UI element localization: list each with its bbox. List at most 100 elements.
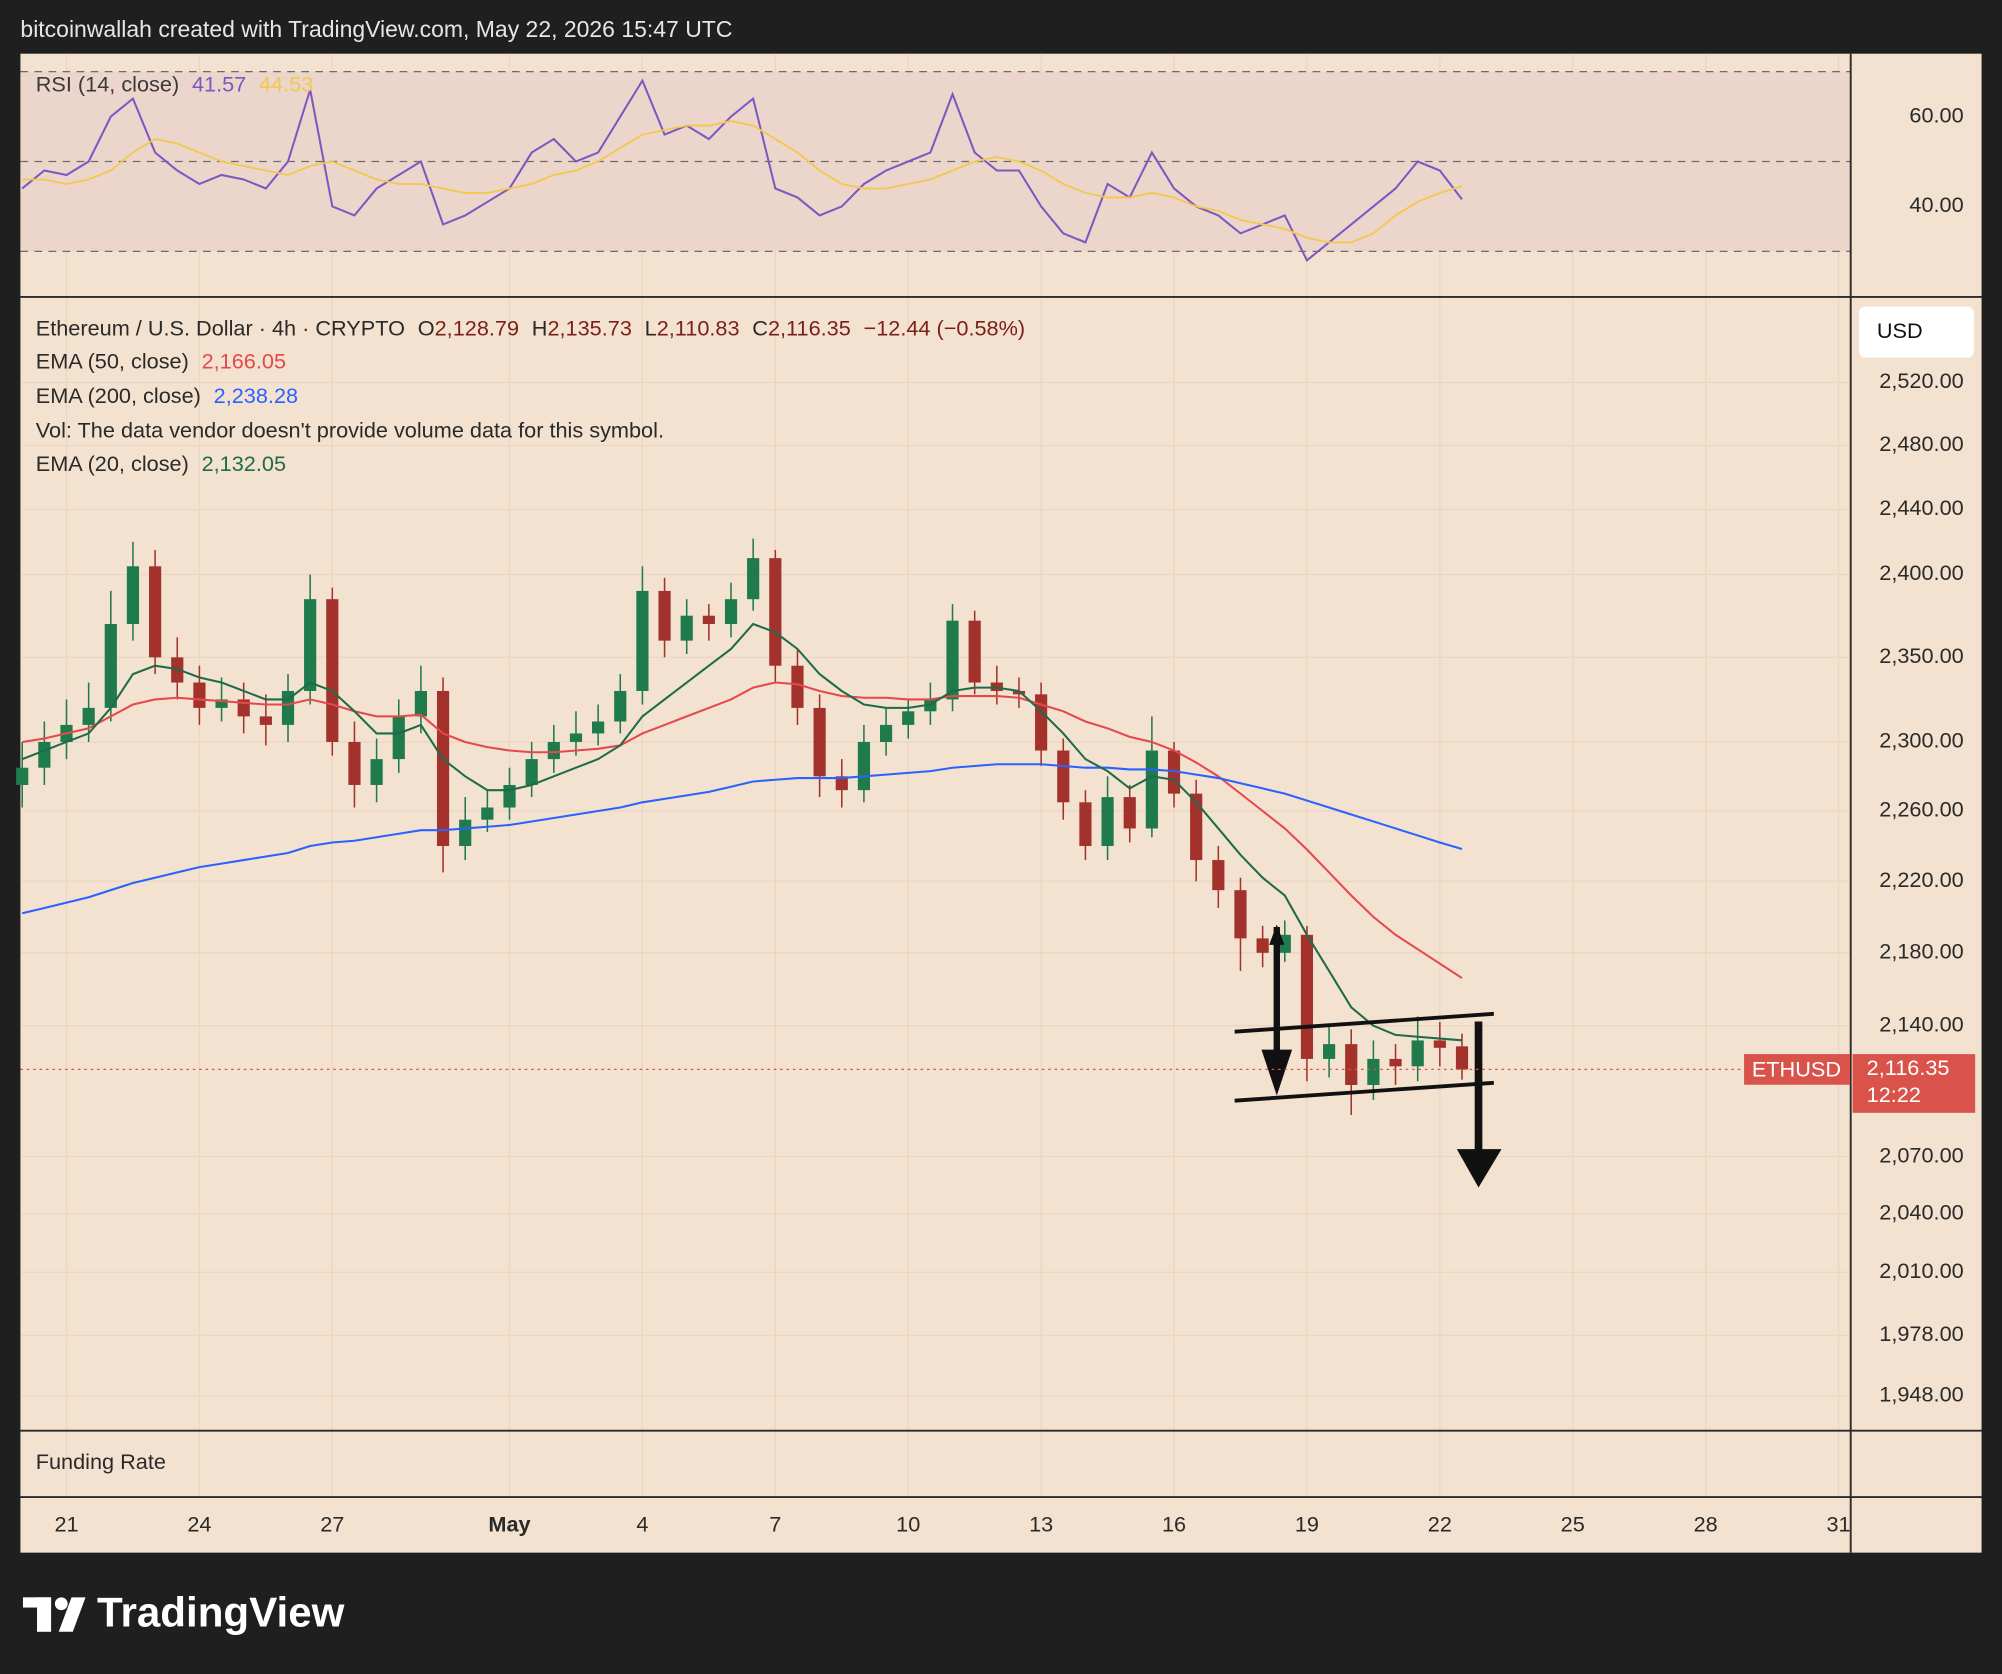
candle-body — [1012, 690, 1026, 695]
chart-panel — [20, 53, 1982, 1553]
candle-body — [747, 558, 760, 600]
ema-legend-value: 2,166.05 — [202, 348, 286, 373]
symbol-tag-text: ETHUSD — [1752, 1056, 1841, 1081]
rsi-legend: RSI (14, close) 41.57 44.53 — [36, 71, 314, 96]
candle-body — [1367, 1058, 1380, 1085]
target-arrow-head — [1456, 1149, 1502, 1188]
ohlc-l-value: 2,110.83 — [657, 315, 740, 340]
y-tick-label: 2,070.00 — [1879, 1142, 1963, 1167]
candle-body — [569, 733, 583, 742]
candle-body — [1079, 802, 1092, 846]
countdown-text: 12:22 — [1867, 1082, 1921, 1107]
rsi-line — [21, 78, 1463, 262]
flagpole-arrow-top — [1269, 924, 1285, 945]
grid-layer — [20, 53, 1851, 1497]
x-tick-label: 19 — [1295, 1512, 1319, 1537]
y-tick-label: 2,440.00 — [1879, 495, 1963, 520]
y-tick-label: 2,010.00 — [1879, 1258, 1963, 1283]
candle-body — [1145, 750, 1158, 829]
candle-body — [902, 711, 915, 725]
candle-body — [1389, 1058, 1402, 1067]
data-layer — [16, 78, 1469, 1115]
symbol-title: Ethereum / U.S. Dollar · 4h · CRYPTO — [36, 315, 405, 340]
candle-body — [1212, 860, 1225, 891]
ohlc-c-value: 2,116.35 — [768, 315, 851, 340]
candle-body — [104, 623, 117, 708]
candle-body — [392, 716, 405, 760]
y-tick-label: 2,040.00 — [1879, 1200, 1963, 1225]
y-tick-label: 1,948.00 — [1879, 1381, 1963, 1406]
candle-body — [348, 741, 361, 785]
funding-rate-label: Funding Rate — [36, 1449, 166, 1474]
candle-body — [193, 682, 206, 708]
y-tick-label: 2,350.00 — [1879, 643, 1963, 668]
ema-line — [21, 622, 1463, 1042]
logo-shape — [37, 1597, 52, 1632]
ema-legend-row: EMA (200, close) 2,238.28 — [36, 383, 298, 408]
currency-label[interactable]: USD — [1877, 318, 1923, 343]
last-price-tag — [1852, 1054, 1976, 1113]
candle-body — [1411, 1040, 1424, 1067]
x-tick-label: 22 — [1428, 1512, 1452, 1537]
ema-legend-name: EMA (20, close) — [36, 451, 189, 476]
candle-body — [370, 759, 383, 785]
candle-body — [1234, 890, 1247, 939]
candle-body — [769, 558, 782, 666]
x-tick-label: 16 — [1162, 1512, 1186, 1537]
y-tick-label: 2,260.00 — [1879, 797, 1963, 822]
y-tick-label: 2,300.00 — [1879, 728, 1963, 753]
x-tick-label: 31 — [1826, 1512, 1850, 1537]
candle-body — [658, 590, 671, 641]
logo-icon — [22, 1597, 86, 1632]
rsi-line — [22, 120, 1463, 244]
candle-body — [724, 599, 738, 624]
ema-legend-row: EMA (50, close) 2,166.05 — [36, 348, 286, 373]
y-tick-label: 40.00 — [1909, 192, 1963, 217]
candle-body — [879, 724, 893, 742]
ohlc-o-label: O — [418, 315, 435, 340]
rsi-label: RSI (14, close) — [36, 71, 179, 96]
candle-body — [149, 566, 162, 658]
logo-text: TradingView — [97, 1588, 345, 1635]
y-tick-label: 1,978.00 — [1879, 1321, 1963, 1346]
flag-lower-line — [1234, 1080, 1494, 1103]
x-tick-label: May — [488, 1512, 530, 1537]
candle-body — [968, 620, 981, 683]
ema-line — [21, 763, 1463, 915]
symbol-price-tag — [1744, 1054, 1851, 1085]
candle-body — [946, 620, 959, 700]
candle-body — [82, 707, 95, 725]
y-tick-label: 2,180.00 — [1879, 939, 1963, 964]
ema-legend-row: EMA (20, close) 2,132.05 — [36, 451, 286, 476]
symbol-legend: Ethereum / U.S. Dollar · 4h · CRYPTO O 2,1… — [36, 315, 1025, 340]
ema-legend-value: 2,238.28 — [214, 383, 298, 408]
candle-body — [1101, 797, 1114, 846]
candle-body — [1256, 938, 1269, 953]
y-tick-label: 2,480.00 — [1879, 431, 1963, 456]
candle-body — [813, 707, 826, 777]
candle-body — [38, 741, 51, 768]
rsi-ma-value: 44.53 — [259, 71, 313, 96]
ohlc-h-label: H — [532, 315, 548, 340]
candle-body — [614, 690, 627, 722]
y-tick-label: 2,400.00 — [1879, 560, 1963, 585]
x-tick-label: 28 — [1694, 1512, 1718, 1537]
x-tick-label: 7 — [769, 1512, 781, 1537]
price-change: −12.44 (−0.58%) — [864, 315, 1026, 340]
x-tick-label: 25 — [1561, 1512, 1585, 1537]
ema-legend-name: EMA (50, close) — [36, 348, 189, 373]
candle-body — [1345, 1044, 1358, 1085]
candle-body — [259, 716, 272, 725]
y-tick-label: 2,220.00 — [1879, 867, 1963, 892]
x-tick-label: 4 — [636, 1512, 648, 1537]
candle-body — [1057, 750, 1070, 803]
candle-body — [481, 807, 494, 820]
logo-shape — [58, 1597, 86, 1632]
currency-button[interactable] — [1859, 306, 1974, 358]
x-tick-label: 10 — [896, 1512, 920, 1537]
candle-body — [791, 665, 804, 708]
candle-body — [857, 741, 871, 791]
